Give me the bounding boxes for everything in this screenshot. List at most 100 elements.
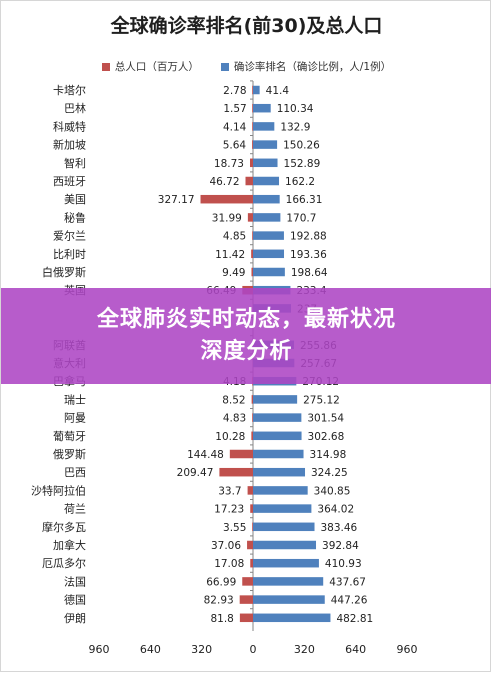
population-bar: [200, 194, 253, 204]
category-label: 摩尔多瓦: [42, 520, 86, 534]
population-bar: [252, 103, 253, 113]
banner-line-1: 全球肺炎实时动态，最新状况: [96, 307, 396, 332]
x-axis-tick-label: 960: [397, 643, 418, 656]
infection-rank-bar: [253, 122, 275, 131]
x-axis-tick-label: 640: [345, 643, 366, 656]
population-data-label: 10.28: [215, 431, 245, 443]
x-axis-tick-label: 0: [250, 643, 257, 656]
infection-rank-bar: [253, 85, 260, 95]
x-axis-tick-label: 320: [294, 643, 315, 656]
population-data-label: 4.85: [223, 231, 246, 243]
legend-item-infection-rank: 确诊率排名（确诊比例，人/1例）: [220, 59, 392, 74]
infection-rank-bar: [253, 431, 302, 441]
x-axis-tick-label: 640: [140, 643, 161, 656]
infection-rank-data-label: 302.68: [308, 431, 345, 443]
legend-swatch-population: [101, 62, 110, 71]
population-data-label: 66.99: [206, 576, 236, 588]
infection-rank-data-label: 482.81: [336, 613, 373, 625]
population-data-label: 18.73: [214, 158, 244, 170]
population-data-label: 17.08: [214, 558, 244, 570]
population-bar: [239, 595, 253, 604]
infection-rank-data-label: 166.31: [286, 194, 323, 206]
infection-rank-data-label: 392.84: [322, 540, 359, 552]
population-bar: [219, 467, 253, 477]
population-data-label: 3.55: [223, 522, 246, 534]
overlay-banner: 全球肺炎实时动态，最新状况 深度分析: [1, 288, 491, 384]
population-data-label: 5.64: [223, 140, 247, 152]
infection-rank-bar: [253, 595, 325, 604]
population-bar: [251, 395, 253, 404]
population-bar: [229, 449, 253, 459]
legend-item-population: 总人口（百万人）: [101, 59, 199, 74]
population-data-label: 31.99: [212, 212, 242, 224]
category-label: 阿曼: [64, 412, 86, 425]
infection-rank-data-label: 437.67: [329, 576, 366, 588]
category-label: 巴西: [64, 466, 86, 479]
infection-rank-bar: [253, 213, 281, 222]
population-data-label: 17.23: [214, 504, 244, 516]
infection-rank-data-label: 162.2: [285, 176, 315, 188]
infection-rank-bar: [253, 194, 280, 204]
category-label: 德国: [64, 593, 86, 607]
category-label: 瑞士: [64, 392, 86, 406]
legend-label-population: 总人口（百万人）: [114, 61, 199, 73]
population-bar: [247, 540, 253, 550]
infection-rank-bar: [253, 558, 319, 568]
infection-rank-data-label: 314.98: [310, 449, 347, 461]
infection-rank-data-label: 275.12: [303, 394, 340, 406]
population-bar: [239, 613, 253, 623]
population-data-label: 37.06: [211, 540, 241, 552]
population-data-label: 9.49: [222, 267, 245, 279]
legend-swatch-infection-rank: [220, 62, 229, 71]
infection-rank-bar: [253, 486, 308, 495]
chart-legend: 总人口（百万人） 确诊率排名（确诊比例，人/1例）: [1, 59, 491, 74]
population-bar: [247, 486, 253, 495]
population-data-label: 327.17: [158, 194, 195, 206]
population-bar: [252, 413, 253, 422]
category-label: 卡塔尔: [53, 84, 86, 97]
infection-rank-bar: [253, 449, 304, 459]
population-data-label: 33.7: [218, 485, 241, 497]
population-data-label: 144.48: [187, 449, 224, 461]
infection-rank-data-label: 410.93: [325, 558, 362, 570]
population-data-label: 4.14: [223, 121, 247, 133]
population-bar: [247, 213, 253, 222]
population-bar: [252, 122, 253, 131]
category-label: 加拿大: [53, 538, 86, 552]
population-data-label: 81.8: [210, 613, 233, 625]
category-label: 科威特: [53, 119, 86, 133]
population-bar: [251, 267, 253, 277]
infection-rank-data-label: 301.54: [307, 413, 344, 425]
x-axis-tick-label: 320: [191, 643, 212, 656]
category-label: 俄罗斯: [53, 448, 86, 461]
infection-rank-bar: [253, 231, 284, 240]
infection-rank-data-label: 150.26: [283, 140, 320, 152]
infection-rank-data-label: 383.46: [321, 522, 358, 534]
population-data-label: 1.57: [223, 103, 246, 115]
population-bar: [250, 504, 253, 513]
population-data-label: 46.72: [209, 176, 239, 188]
category-label: 厄瓜多尔: [42, 556, 86, 570]
category-label: 新加坡: [53, 138, 86, 152]
population-data-label: 82.93: [204, 595, 234, 607]
population-bar: [252, 522, 253, 532]
infection-rank-data-label: 324.25: [311, 467, 348, 479]
infection-rank-data-label: 447.26: [331, 595, 368, 607]
infection-rank-bar: [253, 103, 271, 113]
population-bar: [245, 176, 253, 186]
infection-rank-data-label: 193.36: [290, 249, 327, 261]
infection-rank-bar: [253, 267, 285, 277]
category-label: 智利: [64, 156, 86, 170]
legend-label-infection-rank: 确诊率排名（确诊比例，人/1例）: [233, 61, 392, 73]
population-bar: [252, 85, 253, 95]
infection-rank-bar: [253, 395, 298, 404]
infection-rank-bar: [253, 158, 278, 168]
x-axis-tick-label: 960: [89, 643, 110, 656]
infection-rank-data-label: 198.64: [291, 267, 328, 279]
infection-rank-bar: [253, 540, 317, 550]
category-label: 沙特阿拉伯: [31, 483, 86, 497]
population-bar: [251, 431, 253, 441]
banner-line-2: 深度分析: [200, 339, 293, 364]
category-label: 白俄罗斯: [42, 265, 86, 279]
